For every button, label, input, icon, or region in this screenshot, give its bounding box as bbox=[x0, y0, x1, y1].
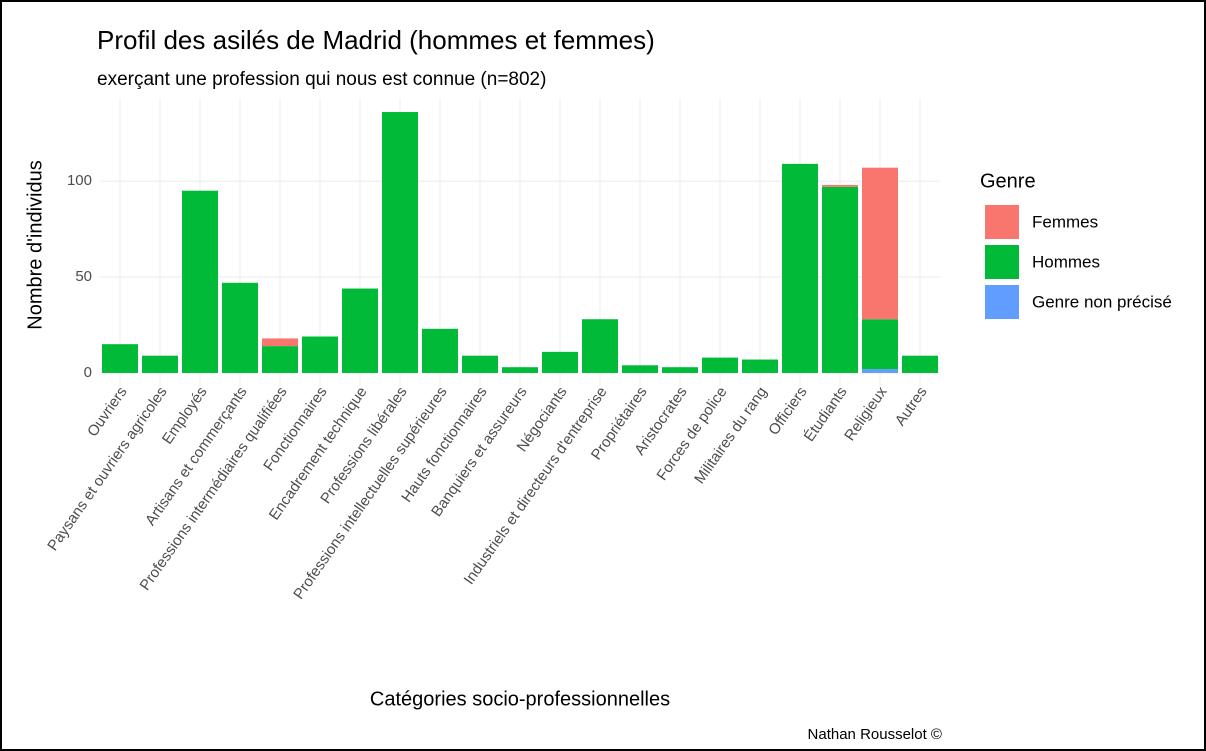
bar-segment bbox=[702, 357, 738, 373]
bar-segment bbox=[862, 319, 898, 370]
x-axis-title: Catégories socio-professionnelles bbox=[370, 688, 670, 710]
y-tick-label: 100 bbox=[67, 172, 92, 189]
bar-segment bbox=[822, 184, 858, 187]
bar-segment bbox=[302, 336, 338, 373]
bar-segment bbox=[262, 346, 298, 373]
bar-segment bbox=[862, 167, 898, 320]
bar-segment bbox=[422, 328, 458, 373]
bar-segment bbox=[142, 355, 178, 373]
bar-segment bbox=[582, 319, 618, 373]
legend-label: Hommes bbox=[1032, 252, 1100, 271]
chart-subtitle: exerçant une profession qui nous est con… bbox=[97, 69, 546, 90]
bar-segment bbox=[822, 186, 858, 373]
bar-segment bbox=[542, 351, 578, 373]
caption: Nathan Rousselot © bbox=[808, 726, 942, 743]
bar-segment bbox=[662, 367, 698, 373]
bar-segment bbox=[222, 282, 258, 373]
bar-segment bbox=[742, 359, 778, 373]
bar-segment bbox=[182, 190, 218, 373]
bar-segment bbox=[862, 369, 898, 373]
bar-segment bbox=[782, 163, 818, 373]
bar-segment bbox=[902, 355, 938, 373]
bar-segment bbox=[502, 367, 538, 373]
legend-key bbox=[985, 285, 1019, 319]
bar-segment bbox=[102, 344, 138, 373]
y-tick-label: 0 bbox=[84, 364, 92, 381]
legend-label: Genre non précisé bbox=[1032, 292, 1172, 311]
bar-segment bbox=[462, 355, 498, 373]
y-tick-label: 50 bbox=[75, 268, 92, 285]
bar-segment bbox=[342, 288, 378, 373]
legend-title: Genre bbox=[980, 170, 1036, 192]
bar-segment bbox=[382, 112, 418, 373]
chart-title: Profil des asilés de Madrid (hommes et f… bbox=[97, 25, 655, 55]
y-axis-title: Nombre d'individus bbox=[24, 160, 46, 329]
legend-label: Femmes bbox=[1032, 212, 1098, 231]
bar-segment bbox=[262, 338, 298, 347]
legend-key bbox=[985, 205, 1019, 239]
legend-key bbox=[985, 245, 1019, 279]
bar-segment bbox=[622, 365, 658, 373]
